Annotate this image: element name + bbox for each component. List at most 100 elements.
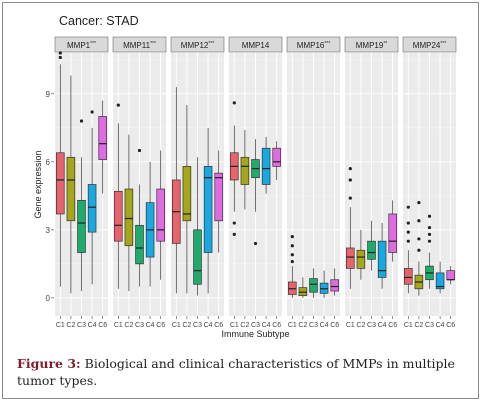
x-tick-label: C1	[346, 322, 355, 329]
outlier-point	[417, 237, 421, 241]
x-tick-label: C1	[404, 322, 413, 329]
significance-label: ***	[324, 41, 330, 47]
x-tick-label: C6	[446, 322, 455, 329]
facet-strip	[402, 36, 457, 53]
significance-label: ***	[440, 41, 446, 47]
outlier-point	[290, 253, 294, 257]
y-tick-label: 0	[46, 294, 51, 303]
outlier-point	[58, 51, 62, 55]
facet-label: MMP11***	[123, 41, 156, 50]
box-c3	[367, 240, 376, 260]
y-tick-label: 6	[46, 158, 51, 167]
outlier-point	[406, 221, 410, 225]
panel-mmp16: MMP16*** C1 C2 C3 C4 C6	[286, 36, 341, 329]
outlier-point	[406, 239, 410, 243]
outlier-point	[232, 101, 236, 105]
x-tick-label: C1	[56, 322, 65, 329]
x-tick-label: C4	[378, 322, 387, 329]
x-tick-label: C6	[214, 322, 223, 329]
box-c2	[182, 166, 192, 222]
outlier-point	[406, 205, 410, 209]
outlier-point	[427, 232, 432, 236]
panel-mmp19: MMP19** C1 C2 C3 C4 C6	[344, 36, 399, 329]
x-tick-label: C1	[172, 322, 181, 329]
x-tick-label: C6	[156, 322, 165, 329]
outlier-point	[232, 232, 236, 236]
figure-caption: Figure 3: Biological and clinical charac…	[17, 355, 472, 389]
facet-strip	[170, 36, 225, 53]
facet-label: MMP19**	[356, 41, 388, 50]
y-tick-label: 9	[46, 90, 51, 99]
facet-strip	[344, 36, 399, 53]
x-tick-label: C6	[98, 322, 107, 329]
x-tick-label: C2	[414, 322, 423, 329]
outlier-point	[427, 225, 432, 230]
panel-mmp11: MMP11*** C1 C2 C3 C4 C6	[112, 36, 167, 329]
facet-label: MMP24***	[413, 41, 446, 50]
box-c4	[435, 272, 445, 290]
caption-text: Biological and clinical characteristics …	[17, 356, 455, 388]
facet-strip	[112, 36, 167, 53]
figure-frame: Cancer: STAD Gene expression 0 3 6 9 MMP1*** C1…	[2, 2, 479, 399]
x-tick-label: C2	[356, 322, 365, 329]
x-tick-label: C4	[262, 322, 271, 329]
significance-label: ***	[90, 41, 96, 47]
box-c1	[346, 247, 355, 269]
panel-mmp24: MMP24*** C1 C2 C3 C4 C6	[402, 36, 457, 329]
chart-title: Cancer: STAD	[59, 14, 139, 28]
facet-label: MMP12***	[181, 41, 214, 50]
box-c1	[404, 268, 413, 285]
box-c4	[203, 166, 213, 253]
facet-strip	[286, 36, 341, 53]
x-tick-label: C4	[204, 322, 213, 329]
outlier-point	[79, 119, 84, 123]
outlier-point	[116, 103, 120, 107]
facet-label: MMP16***	[297, 41, 330, 50]
boxplot-chart: Cancer: STAD Gene expression 0 3 6 9 MMP1*** C1…	[33, 14, 457, 339]
y-axis-label: Gene expression	[33, 150, 43, 218]
x-tick-label: C3	[193, 322, 202, 329]
outlier-point	[348, 167, 352, 171]
x-tick-label: C6	[272, 322, 281, 329]
x-tick-label: C4	[320, 322, 329, 329]
x-tick-label: C2	[124, 322, 133, 329]
box-c6	[272, 147, 281, 167]
significance-label: **	[383, 41, 387, 47]
facet-strip	[228, 36, 283, 53]
box-c6	[214, 172, 223, 222]
box-c3	[193, 229, 202, 285]
facet-label: MMP14	[242, 41, 270, 50]
x-tick-label: C6	[388, 322, 397, 329]
x-tick-label: C2	[298, 322, 307, 329]
outlier-point	[348, 196, 352, 200]
outlier-point	[232, 221, 236, 225]
x-tick-label: C3	[251, 322, 260, 329]
x-tick-label: C2	[240, 322, 249, 329]
x-tick-label: C2	[66, 322, 75, 329]
outlier-point	[290, 244, 294, 248]
x-axis-label: Immune Subtype	[221, 329, 289, 339]
outlier-point	[417, 201, 421, 205]
x-tick-label: C4	[88, 322, 97, 329]
box-c2	[124, 188, 134, 247]
outlier-point	[406, 230, 410, 234]
box-c6	[330, 279, 339, 292]
box-c1	[114, 190, 123, 242]
box-c1	[56, 152, 65, 215]
significance-label: ***	[208, 41, 214, 47]
panel-mmp12: MMP12*** C1 C2 C3 C4 C6	[170, 36, 225, 329]
outlier-point	[253, 241, 258, 246]
box-c2	[356, 249, 366, 269]
box-c3	[77, 200, 86, 253]
x-tick-label: C1	[288, 322, 297, 329]
box-c6	[156, 188, 165, 242]
x-tick-label: C3	[135, 322, 144, 329]
outlier-point	[417, 219, 421, 223]
facet-label: MMP1***	[67, 41, 96, 50]
box-c6	[98, 116, 107, 160]
outlier-point	[427, 214, 432, 218]
caption-label: Figure 3:	[17, 356, 81, 371]
outlier-point	[427, 239, 432, 243]
facet-strip	[54, 36, 109, 53]
x-tick-label: C3	[367, 322, 376, 329]
